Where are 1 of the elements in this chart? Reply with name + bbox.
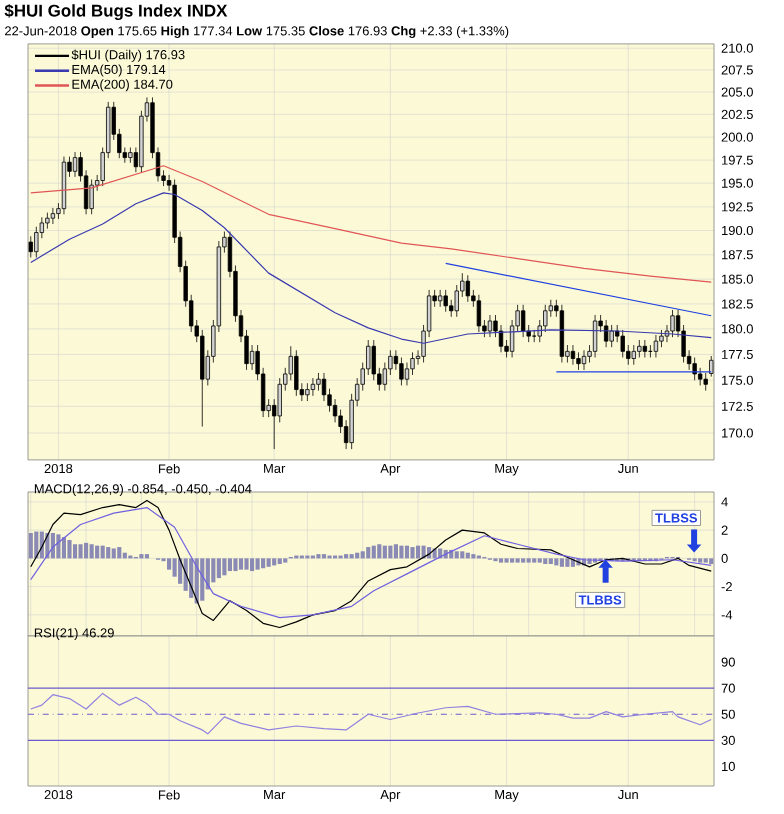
chart-title: $HUI Gold Bugs Index INDX <box>4 3 228 21</box>
